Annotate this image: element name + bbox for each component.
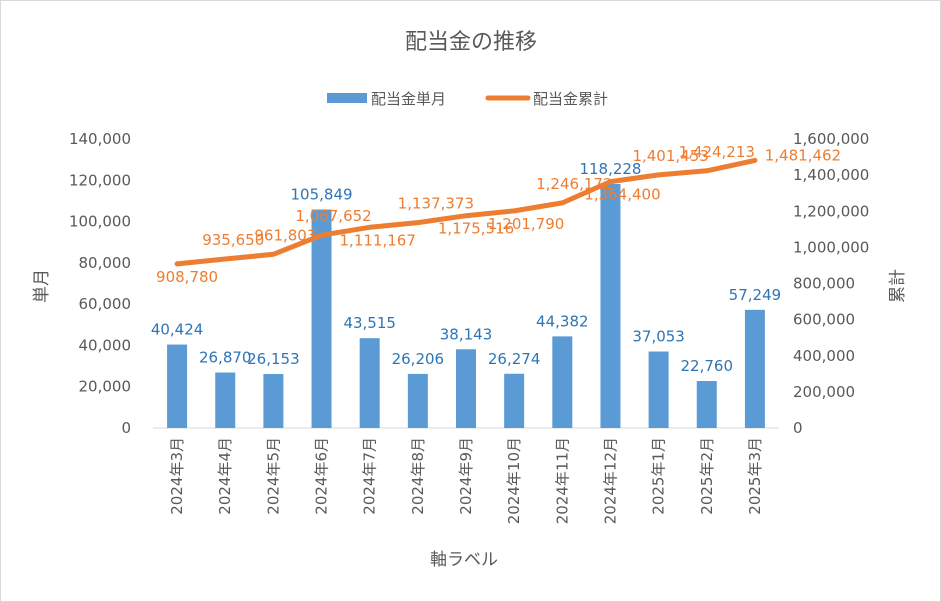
x-tick-label: 2024年7月 — [361, 437, 379, 515]
bar-data-label: 118,228 — [579, 160, 641, 178]
x-tick-label: 2025年2月 — [698, 437, 716, 515]
x-tick-label: 2024年8月 — [409, 437, 427, 515]
bar — [167, 344, 188, 428]
x-tick-label: 2024年10月 — [505, 437, 523, 524]
line-series — [174, 157, 758, 267]
line-data-label: 1,067,652 — [295, 207, 371, 225]
y-right-tick-label: 400,000 — [793, 347, 855, 365]
x-tick-label: 2024年9月 — [457, 437, 475, 515]
bar-data-label: 22,760 — [681, 357, 734, 375]
bar — [744, 309, 765, 428]
y-left-tick-label: 140,000 — [69, 130, 131, 148]
cumulative-line — [174, 157, 758, 267]
y-right-tick-label: 1,000,000 — [793, 238, 869, 256]
x-tick-label: 2024年4月 — [216, 437, 234, 515]
y-right-tick-label: 1,600,000 — [793, 130, 869, 148]
bar — [215, 372, 236, 428]
line-data-label: 961,803 — [254, 226, 316, 244]
y-left-tick-label: 100,000 — [69, 213, 131, 231]
bar — [552, 336, 573, 428]
line-data-label: 1,137,373 — [398, 195, 474, 213]
bar-data-label: 105,849 — [291, 185, 353, 203]
y-left-tick-label: 80,000 — [79, 254, 132, 272]
bar — [696, 381, 717, 428]
bar — [311, 209, 332, 428]
x-tick-label: 2024年5月 — [264, 437, 282, 515]
x-tick-label: 2025年1月 — [650, 437, 668, 515]
y-left-axis-title: 単月 — [32, 269, 52, 303]
line-data-label: 1,481,462 — [765, 146, 841, 164]
y-left-ticks: 0 20,000 40,000 60,000 80,000 100,000 120,000 1… — [69, 130, 131, 437]
line-data-label: 1,364,400 — [584, 186, 660, 204]
y-left-tick-label: 60,000 — [79, 295, 132, 313]
y-left-tick-label: 40,000 — [79, 336, 132, 354]
y-right-tick-label: 800,000 — [793, 275, 855, 293]
bar-data-label: 38,143 — [440, 325, 493, 343]
bar — [456, 349, 476, 428]
bar — [407, 373, 428, 428]
x-tick-label: 2024年12月 — [601, 437, 619, 524]
line-data-label: 1,201,790 — [488, 215, 564, 233]
y-right-tick-label: 200,000 — [793, 383, 855, 401]
y-left-tick-label: 20,000 — [79, 378, 132, 396]
x-ticks: 2024年3月 2024年4月 2024年5月 2024年6月 2024年7月 2024年… — [168, 437, 764, 524]
bar — [648, 351, 669, 428]
x-axis-title: 軸ラベル — [430, 550, 498, 570]
chart-title: 配当金の推移 — [405, 30, 537, 55]
line-data-label: 1,175,516 — [438, 220, 514, 238]
y-left-tick-label: 0 — [121, 419, 131, 437]
line-data-label: 935,650 — [202, 231, 264, 249]
y-right-tick-label: 0 — [793, 419, 803, 437]
legend: 配当金単月 配当金累計 — [327, 90, 608, 108]
legend-label-line: 配当金累計 — [533, 90, 608, 108]
x-tick-label: 2024年6月 — [313, 437, 331, 515]
legend-swatch-bars — [327, 93, 367, 103]
y-right-ticks: 0 200,000 400,000 600,000 800,000 1,000,000 1,… — [793, 130, 869, 437]
bar-data-label: 40,424 — [151, 321, 204, 339]
line-data-label: 1,246,172 — [536, 175, 612, 193]
y-right-axis-title: 累計 — [888, 269, 908, 303]
bar-data-label: 43,515 — [343, 314, 396, 332]
y-right-tick-label: 1,400,000 — [793, 166, 869, 184]
line-data-label: 1,111,167 — [340, 231, 416, 249]
x-tick-label: 2025年3月 — [746, 437, 764, 515]
x-tick-label: 2024年3月 — [168, 437, 186, 515]
bar — [359, 338, 380, 428]
y-right-tick-label: 1,200,000 — [793, 202, 869, 220]
line-data-label: 1,401,453 — [632, 147, 708, 165]
y-left-tick-label: 120,000 — [69, 171, 131, 189]
x-tick-label: 2024年11月 — [553, 437, 571, 524]
legend-label-bars: 配当金単月 — [371, 90, 446, 108]
y-right-tick-label: 600,000 — [793, 311, 855, 329]
bar-series — [167, 183, 765, 428]
bar — [504, 373, 525, 428]
bar-data-label: 26,153 — [247, 350, 300, 368]
bar-data-label: 26,274 — [488, 350, 541, 368]
bar-data-label: 57,249 — [729, 286, 782, 304]
bar-data-label: 44,382 — [536, 312, 589, 330]
bar-data-label: 26,206 — [392, 350, 445, 368]
bar-data-label: 37,053 — [632, 328, 685, 346]
bar — [263, 374, 284, 428]
bar-data-label: 26,870 — [199, 349, 252, 367]
line-data-label: 908,780 — [156, 268, 218, 286]
bar — [600, 183, 621, 428]
line-data-label: 1,424,213 — [679, 143, 755, 161]
